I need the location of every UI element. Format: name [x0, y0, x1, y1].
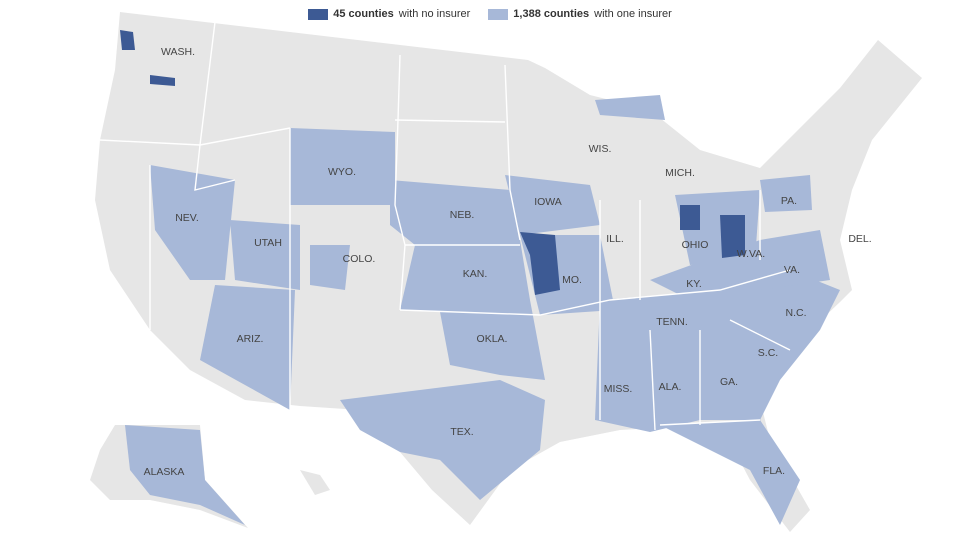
- border: [394, 119, 506, 123]
- region: [595, 270, 840, 432]
- legend-text: with one insurer: [594, 8, 672, 20]
- state-borders: [99, 21, 791, 431]
- state-label: GA.: [720, 376, 738, 388]
- border: [399, 269, 791, 316]
- state-label: PA.: [781, 195, 797, 207]
- state-label: VA.: [784, 264, 800, 276]
- state-label: MO.: [562, 274, 582, 286]
- region: [340, 380, 545, 500]
- border: [394, 54, 406, 311]
- border: [729, 319, 791, 351]
- state-label: KAN.: [463, 268, 488, 280]
- region: [150, 165, 235, 280]
- border: [659, 419, 761, 426]
- state-label: W.VA.: [737, 248, 765, 260]
- legend-swatch: [488, 8, 509, 20]
- state-labels: WASH. WYO. NEB. IOWA WIS. MICH. PA. NEV.…: [144, 46, 872, 478]
- state-label: DEL.: [848, 233, 871, 245]
- no-insurer-counties: [120, 30, 745, 295]
- state-label: KY.: [686, 278, 702, 290]
- state-label: WIS.: [589, 143, 612, 155]
- state-label: OKLA.: [477, 333, 508, 345]
- state-label: UTAH: [254, 237, 282, 249]
- region: [660, 420, 800, 525]
- state-label: ALASKA: [144, 466, 185, 478]
- border: [504, 64, 521, 241]
- legend: 45 counties with no insurer 1,388 countie…: [0, 8, 980, 20]
- region: [120, 30, 135, 50]
- state-label: WYO.: [328, 166, 356, 178]
- border: [194, 21, 236, 191]
- state-label: TENN.: [656, 316, 688, 328]
- state-label: NEV.: [175, 212, 199, 224]
- state-label: N.C.: [786, 307, 807, 319]
- state-label: OHIO: [682, 239, 709, 251]
- legend-text: with no insurer: [398, 8, 471, 20]
- region: [760, 175, 812, 212]
- state-label: IOWA: [534, 196, 562, 208]
- region: [680, 205, 700, 230]
- state-label: ALA.: [659, 381, 682, 393]
- legend-item: 1,388 counties with one insurer: [488, 8, 672, 20]
- legend-item: 45 counties with no insurer: [308, 8, 470, 20]
- state-label: COLO.: [343, 253, 376, 265]
- region: [390, 180, 545, 380]
- state-label: FLA.: [763, 465, 785, 477]
- region: [150, 75, 175, 86]
- state-label: MISS.: [604, 383, 633, 395]
- region: [230, 220, 300, 290]
- region: [650, 230, 830, 300]
- state-label: S.C.: [758, 347, 778, 359]
- region: [310, 245, 350, 290]
- border: [99, 127, 291, 146]
- state-label: ILL.: [606, 233, 624, 245]
- state-label: NEB.: [450, 209, 475, 221]
- region: [595, 95, 665, 120]
- region: [520, 232, 560, 295]
- border: [649, 329, 656, 431]
- legend-swatch: [308, 8, 329, 20]
- state-label: WASH.: [161, 46, 195, 58]
- region: [290, 128, 395, 205]
- state-label: TEX.: [450, 426, 473, 438]
- state-label: MICH.: [665, 167, 695, 179]
- hawaii: [300, 470, 330, 495]
- legend-count: 1,388 counties: [513, 8, 590, 20]
- state-label: ARIZ.: [237, 333, 264, 345]
- region: [720, 215, 745, 258]
- legend-count: 45 counties: [333, 8, 394, 20]
- region: [200, 285, 295, 410]
- region: [125, 425, 245, 525]
- region: [505, 175, 600, 235]
